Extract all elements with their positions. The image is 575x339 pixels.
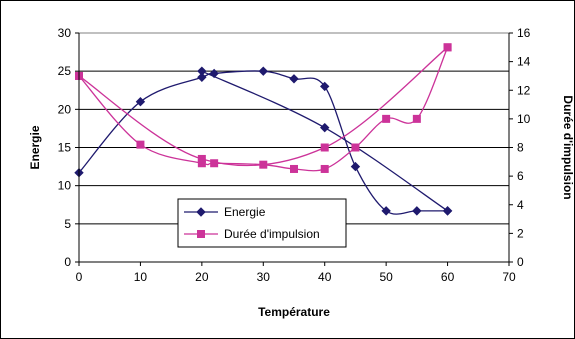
legend-marker-1 xyxy=(197,230,205,238)
y2-tick-label-5: 10 xyxy=(517,112,531,126)
y-tick-label-4: 20 xyxy=(58,102,72,116)
legend-box xyxy=(177,198,347,248)
series-0-point-6 xyxy=(320,81,330,92)
series-2-point-7 xyxy=(351,143,360,152)
y-tick-label-3: 15 xyxy=(58,141,72,155)
y2-tick-label-1: 2 xyxy=(517,226,524,240)
series-2 xyxy=(75,43,452,173)
y-tick-label-2: 10 xyxy=(58,179,72,193)
y-tick-label-0: 0 xyxy=(64,255,71,269)
series-2-point-9 xyxy=(412,114,421,123)
y-tick-label-6: 30 xyxy=(58,26,72,40)
series-3-point-1 xyxy=(197,154,206,163)
x-tick-label-6: 60 xyxy=(441,270,455,284)
y2-tick-label-6: 12 xyxy=(517,83,531,97)
legend-marker-0 xyxy=(196,207,206,217)
y-tick-label-5: 25 xyxy=(58,64,72,78)
series-1 xyxy=(197,66,453,216)
y2-tick-label-0: 0 xyxy=(517,255,524,269)
series-0-point-1 xyxy=(135,96,146,107)
series-3-point-3 xyxy=(443,43,452,52)
x-tick-label-7: 70 xyxy=(502,270,516,284)
y2-tick-label-8: 16 xyxy=(517,26,531,40)
series-2-point-6 xyxy=(320,164,329,173)
x-axis-title: Température xyxy=(258,305,330,319)
legend-label-0: Energie xyxy=(224,205,266,219)
series-0-point-5 xyxy=(289,74,299,84)
x-tick-label-1: 10 xyxy=(134,270,148,284)
series-2-point-8 xyxy=(382,114,391,123)
y2-tick-label-4: 8 xyxy=(517,141,524,155)
series-1-point-0 xyxy=(197,66,207,76)
y2-tick-label-7: 14 xyxy=(517,55,531,69)
x-tick-label-2: 20 xyxy=(195,270,209,284)
x-tick-label-5: 50 xyxy=(379,270,393,284)
series-layer xyxy=(74,43,453,216)
series-2-point-1 xyxy=(136,140,145,149)
series-1-point-2 xyxy=(442,206,453,216)
series-3-line xyxy=(78,46,448,167)
series-2-point-5 xyxy=(290,164,298,173)
legend-label-1: Durée d'impulsion xyxy=(224,227,320,241)
y-axis-title: Energie xyxy=(28,125,42,169)
series-0-point-4 xyxy=(258,66,268,76)
x-tick-label-4: 40 xyxy=(318,270,332,284)
series-0-point-9 xyxy=(412,206,422,216)
y2-tick-label-3: 6 xyxy=(517,169,524,183)
series-0-point-8 xyxy=(381,206,391,216)
legend: Energie Durée d'impulsion xyxy=(177,198,347,248)
series-1-point-1 xyxy=(320,122,330,133)
series-0-point-7 xyxy=(350,161,361,172)
series-0-point-2 xyxy=(197,72,207,82)
series-3-point-2 xyxy=(320,143,329,152)
x-tick-label-0: 0 xyxy=(76,270,83,284)
series-2-point-3 xyxy=(210,159,219,168)
y2-tick-label-2: 4 xyxy=(517,198,524,212)
y2-axis-title: Durée d'impulsion xyxy=(561,95,575,199)
x-tick-label-3: 30 xyxy=(257,270,271,284)
y-tick-label-1: 5 xyxy=(64,217,71,231)
